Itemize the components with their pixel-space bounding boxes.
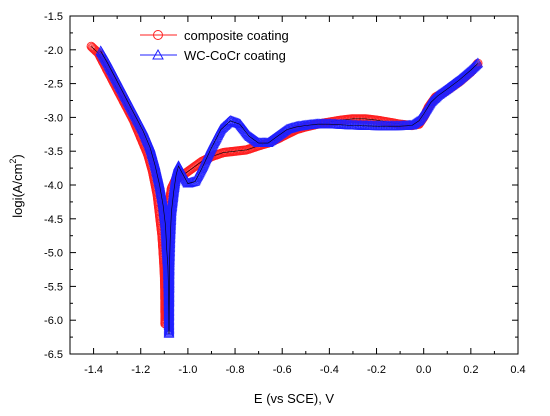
series-wc-cocr-coating xyxy=(95,45,484,338)
y-tick-label: -6.0 xyxy=(44,315,63,327)
data-point xyxy=(167,190,179,201)
x-tick-label: -1.0 xyxy=(178,364,197,376)
x-tick-label: -0.8 xyxy=(226,364,245,376)
legend-label-composite: composite coating xyxy=(184,28,289,43)
legend-marker-wc xyxy=(152,48,164,60)
data-point xyxy=(167,192,179,203)
data-point xyxy=(409,117,421,128)
data-point xyxy=(168,188,179,199)
data-point xyxy=(168,184,180,195)
series-line xyxy=(100,51,170,334)
data-point xyxy=(169,182,180,193)
y-tick-label: -3.5 xyxy=(44,146,63,158)
y-tick-label: -2.5 xyxy=(44,79,63,91)
x-tick-label: 0.2 xyxy=(463,364,478,376)
data-point xyxy=(163,327,175,338)
y-tick-label: -6.5 xyxy=(44,349,63,361)
x-tick-label: -0.2 xyxy=(367,364,386,376)
data-point xyxy=(469,60,480,71)
y-axis-title: logi(A/cm2) xyxy=(8,154,25,218)
x-tick-label: 0.0 xyxy=(416,364,431,376)
data-point xyxy=(472,57,484,68)
y-tick-label: -4.5 xyxy=(44,214,63,226)
data-point xyxy=(166,203,177,214)
data-point xyxy=(167,193,179,204)
y-tick-label: -3.0 xyxy=(44,112,63,124)
x-tick-label: -1.2 xyxy=(131,364,150,376)
y-tick-label: -5.5 xyxy=(44,281,63,293)
x-tick-label: -1.4 xyxy=(84,364,103,376)
y-axis-ticks: -1.5 -2.0 -2.5 -3.0 -3.5 -4.0 -4.5 -5.0 -5.5 -6.0… xyxy=(44,11,518,361)
data-point xyxy=(170,175,181,185)
series-line xyxy=(168,63,479,334)
data-point xyxy=(168,189,179,200)
data-point xyxy=(167,196,178,206)
y-tick-label: -2.0 xyxy=(44,45,63,57)
data-point xyxy=(169,178,181,189)
legend-label-wc: WC-CoCr coating xyxy=(184,48,286,63)
data-point xyxy=(223,116,234,127)
y-tick-label: -4.0 xyxy=(44,180,63,192)
x-tick-label: -0.4 xyxy=(320,364,339,376)
x-axis-title: E (vs SCE), V xyxy=(254,391,335,406)
data-point xyxy=(166,201,178,211)
legend-marker-composite xyxy=(153,30,163,40)
legend: composite coating WC-CoCr coating xyxy=(140,28,289,63)
x-tick-label: -0.6 xyxy=(273,364,292,376)
data-point xyxy=(167,197,178,208)
y-tick-label: -5.0 xyxy=(44,248,63,260)
data-point xyxy=(251,135,262,146)
data-point xyxy=(470,59,482,69)
x-tick-label: 0.4 xyxy=(510,364,525,376)
data-point xyxy=(166,199,178,210)
data-point xyxy=(167,198,178,209)
data-point xyxy=(168,187,179,197)
x-axis-ticks: -1.4 -1.2 -1.0 -0.8 -0.6 -0.4 -0.2 0.0 0.2 0.4 xyxy=(84,16,526,376)
data-point xyxy=(163,326,175,337)
y-tick-label: -1.5 xyxy=(44,11,63,23)
series-layer xyxy=(86,41,484,338)
